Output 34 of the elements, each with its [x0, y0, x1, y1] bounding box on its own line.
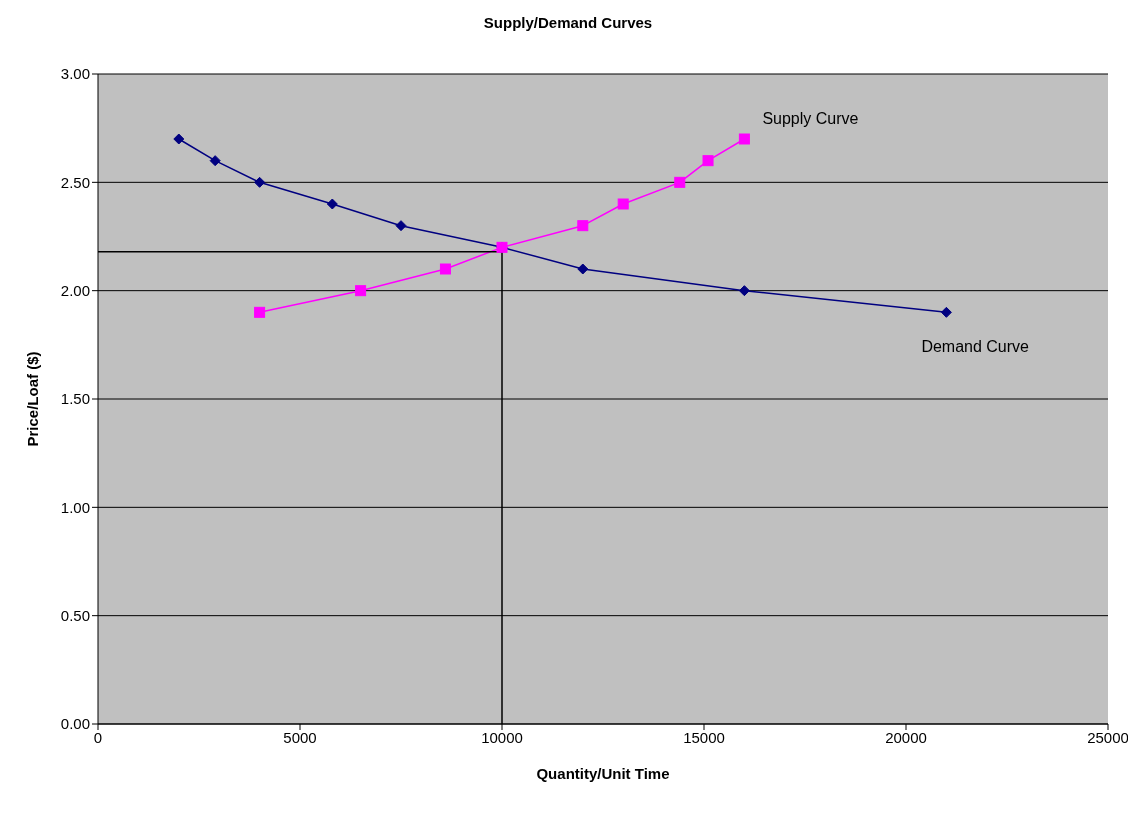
y-tick-label: 1.50 [60, 390, 90, 408]
point [577, 220, 589, 232]
point [738, 285, 750, 297]
series-label: Supply Curve [762, 110, 859, 127]
y-tick-label: 2.50 [60, 173, 90, 191]
x-tick-label: 5000 [283, 728, 317, 746]
x-tick-label: 15000 [683, 728, 725, 746]
x-axis-title: Quantity/Unit Time [536, 765, 670, 782]
y-axis-title: Price/Loaf ($) [24, 351, 42, 447]
series-label: Demand Curve [921, 338, 1030, 356]
x-tick-label: 25000 [1087, 728, 1129, 746]
point [254, 306, 266, 318]
x-tick-label: 20000 [885, 728, 927, 746]
chart-title: Supply/Demand Curves [482, 13, 654, 33]
point [702, 155, 714, 167]
y-tick-label: 0.50 [60, 606, 90, 624]
point [577, 263, 589, 275]
point [326, 198, 338, 210]
point [940, 306, 952, 318]
x-tick-label: 0 [93, 728, 103, 746]
x-tick-label: 10000 [481, 728, 523, 746]
y-tick-label: 1.00 [60, 498, 90, 516]
point [395, 220, 407, 232]
point [674, 176, 686, 188]
point [355, 285, 367, 297]
point [738, 133, 750, 145]
y-tick-label: 2.00 [60, 281, 90, 299]
point [439, 263, 451, 275]
y-tick-label: 3.00 [60, 65, 90, 83]
y-tick-label: 0.00 [60, 715, 90, 733]
point [254, 176, 266, 188]
point [173, 133, 185, 145]
point [209, 155, 221, 167]
point [617, 198, 629, 210]
